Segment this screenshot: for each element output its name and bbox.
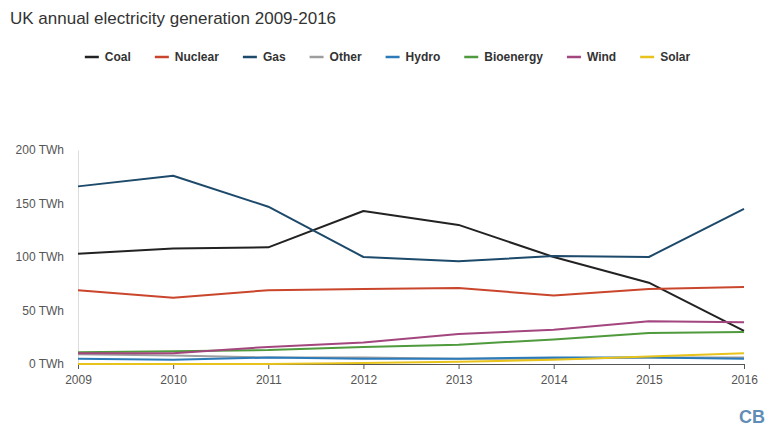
x-tick-label: 2012: [351, 373, 378, 387]
x-tick: 2016: [731, 364, 758, 387]
legend-label: Coal: [105, 50, 131, 64]
legend-swatch: [567, 56, 581, 59]
x-tick-label: 2014: [541, 373, 568, 387]
legend-label: Hydro: [406, 50, 441, 64]
x-tick: 2009: [65, 364, 92, 387]
legend-item: Bioenergy: [464, 50, 543, 64]
legend-label: Nuclear: [175, 50, 219, 64]
y-tick: 150 TWh: [16, 197, 78, 211]
series-line: [78, 353, 744, 364]
x-tick: 2011: [256, 364, 282, 387]
annotation: CB: [739, 407, 765, 427]
x-tick-mark: [363, 364, 364, 369]
legend-swatch: [155, 56, 169, 59]
x-axis-line: [79, 365, 745, 370]
x-tick: 2012: [351, 364, 378, 387]
y-tick-label: 200 TWh: [16, 143, 64, 157]
legend-swatch: [85, 56, 99, 59]
y-tick-label: 50 TWh: [22, 304, 64, 318]
y-tick: 100 TWh: [16, 250, 78, 264]
y-tick-label: 100 TWh: [16, 250, 64, 264]
legend-label: Gas: [263, 50, 286, 64]
x-tick-mark: [554, 364, 555, 369]
x-tick-label: 2016: [731, 373, 758, 387]
x-tick-mark: [744, 364, 745, 369]
legend-item: Other: [310, 50, 362, 64]
x-tick-label: 2009: [65, 373, 92, 387]
series-line: [78, 287, 744, 298]
legend-item: Coal: [85, 50, 131, 64]
x-tick-mark: [649, 364, 650, 369]
legend-label: Other: [330, 50, 362, 64]
x-tick-label: 2010: [160, 373, 187, 387]
legend-item: Solar: [640, 50, 690, 64]
y-tick: 200 TWh: [16, 143, 78, 157]
legend-label: Solar: [660, 50, 690, 64]
lines: [78, 176, 744, 364]
legend-item: Nuclear: [155, 50, 219, 64]
series-line: [78, 358, 744, 360]
x-tick-label: 2013: [446, 373, 473, 387]
legend-item: Hydro: [386, 50, 441, 64]
legend-item: Gas: [243, 50, 286, 64]
legend-swatch: [386, 56, 400, 59]
x-tick: 2015: [636, 364, 663, 387]
legend-swatch: [640, 56, 654, 59]
series-line: [78, 321, 744, 353]
y-axis: 0 TWh 50 TWh 100 TWh 150 TWh 200 TWh: [16, 143, 79, 371]
series-line: [78, 176, 744, 262]
series-line: [78, 211, 744, 331]
x-tick: 2010: [160, 364, 187, 387]
y-tick-label: 150 TWh: [16, 197, 64, 211]
legend-item: Wind: [567, 50, 616, 64]
legend-label: Bioenergy: [484, 50, 543, 64]
series-line: [78, 332, 744, 352]
legend-swatch: [243, 56, 257, 59]
y-tick-label: 0 TWh: [29, 357, 64, 371]
legend: Coal Nuclear Gas Other Hydro Bioenergy Wind Sol…: [85, 50, 691, 64]
x-axis: 2009 2010 2011 2012 2013 2014 2015 2016: [65, 364, 758, 387]
x-tick-label: 2015: [636, 373, 663, 387]
title: UK annual electricity generation 2009-20…: [10, 9, 336, 28]
legend-label: Wind: [587, 50, 616, 64]
x-tick: 2013: [446, 364, 473, 387]
x-tick-label: 2011: [256, 373, 282, 387]
y-axis-line: [78, 151, 79, 365]
y-tick: 0 TWh: [29, 357, 78, 371]
x-tick: 2014: [541, 364, 568, 387]
chart: UK annual electricity generation 2009-20…: [0, 0, 775, 437]
y-tick: 50 TWh: [22, 304, 78, 318]
legend-swatch: [464, 56, 478, 59]
legend-swatch: [310, 56, 324, 59]
x-tick-mark: [459, 364, 460, 369]
